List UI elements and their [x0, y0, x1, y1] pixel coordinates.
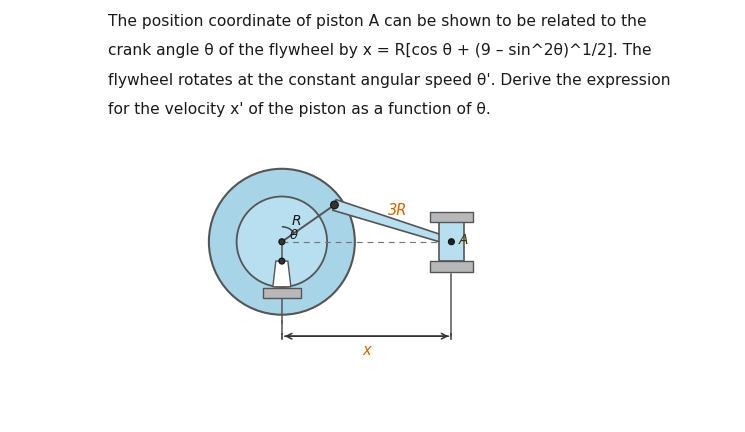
Text: crank angle θ of the flywheel by x = R[cos θ + (9 – sin^2θ)^1/2]. The: crank angle θ of the flywheel by x = R[c…: [108, 44, 652, 58]
Text: A: A: [458, 233, 468, 248]
Ellipse shape: [237, 197, 327, 287]
Text: R: R: [292, 214, 302, 228]
Text: flywheel rotates at the constant angular speed θ'. Derive the expression: flywheel rotates at the constant angular…: [108, 73, 670, 88]
Circle shape: [331, 201, 338, 209]
FancyBboxPatch shape: [263, 288, 301, 298]
Polygon shape: [333, 200, 452, 245]
FancyBboxPatch shape: [430, 212, 473, 222]
FancyBboxPatch shape: [439, 222, 464, 261]
Circle shape: [448, 239, 454, 245]
Ellipse shape: [209, 169, 355, 315]
Text: 3R: 3R: [387, 203, 407, 218]
Text: x: x: [362, 343, 371, 358]
Circle shape: [279, 239, 285, 245]
Circle shape: [279, 258, 285, 264]
Text: θ: θ: [290, 229, 298, 242]
FancyBboxPatch shape: [430, 261, 473, 272]
Polygon shape: [273, 261, 291, 287]
Text: for the velocity x' of the piston as a function of θ.: for the velocity x' of the piston as a f…: [108, 102, 491, 117]
Text: The position coordinate of piston A can be shown to be related to the: The position coordinate of piston A can …: [108, 14, 647, 29]
